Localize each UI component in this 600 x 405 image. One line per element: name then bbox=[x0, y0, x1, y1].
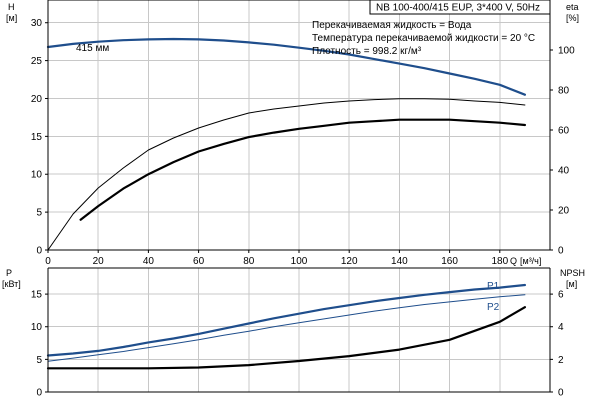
top-right-axis-unit: [%] bbox=[566, 13, 579, 23]
info-line-liquid: Перекачиваемая жидкость = Вода bbox=[312, 20, 472, 31]
left-tick-label: 25 bbox=[31, 56, 43, 67]
x-tick-label: 180 bbox=[491, 256, 508, 267]
bottom-right-axis-label: NPSH bbox=[560, 268, 585, 278]
info-line-density: Плотность = 998.2 кг/м³ bbox=[312, 46, 422, 57]
right-tick-label: 60 bbox=[558, 126, 570, 137]
x-tick-label: 40 bbox=[143, 256, 155, 267]
curve-panel1-series2 bbox=[47, 98, 526, 251]
title-box bbox=[369, 0, 551, 15]
left-tick-label: 10 bbox=[31, 322, 43, 333]
chart-title: NB 100-400/415 EUP, 3*400 V, 50Hz bbox=[376, 3, 540, 14]
right-tick-label: 4 bbox=[558, 322, 564, 333]
bottom-left-axis-unit: [кВт] bbox=[2, 279, 21, 289]
top-left-axis-label: H bbox=[8, 2, 15, 12]
curve-panel2-series3 bbox=[46, 306, 526, 370]
x-tick-label: 100 bbox=[291, 256, 308, 267]
series-label-p2: P2 bbox=[487, 302, 500, 313]
left-tick-label: 5 bbox=[36, 208, 42, 219]
x-tick-label: 20 bbox=[93, 256, 105, 267]
left-tick-label: 30 bbox=[31, 18, 43, 29]
left-tick-label: 15 bbox=[31, 290, 43, 301]
right-tick-label: 2 bbox=[558, 355, 564, 366]
x-tick-label: 160 bbox=[441, 256, 458, 267]
left-tick-label: 15 bbox=[31, 132, 43, 143]
right-tick-label: 80 bbox=[558, 86, 570, 97]
x-tick-label: 80 bbox=[243, 256, 255, 267]
top-right-axis-label: eta bbox=[566, 2, 579, 12]
bottom-right-axis-unit: [м] bbox=[566, 279, 577, 289]
curve-panel1-series3 bbox=[79, 118, 526, 221]
left-tick-label: 10 bbox=[31, 170, 43, 181]
x-tick-label: 0 bbox=[45, 256, 51, 267]
right-tick-label: 20 bbox=[558, 206, 570, 217]
x-axis-unit: [м³/ч] bbox=[520, 256, 541, 266]
right-tick-label: 40 bbox=[558, 166, 570, 177]
info-line-temperature: Температура перекачиваемой жидкости = 20… bbox=[312, 33, 535, 44]
right-tick-label: 0 bbox=[558, 388, 564, 399]
x-tick-label: 140 bbox=[391, 256, 408, 267]
left-tick-label: 0 bbox=[36, 246, 42, 257]
top-left-axis-unit: [м] bbox=[6, 13, 17, 23]
series-layer bbox=[46, 37, 526, 370]
series-label-p1: P1 bbox=[487, 281, 500, 292]
right-tick-label: 0 bbox=[558, 246, 564, 257]
x-tick-label: 120 bbox=[341, 256, 358, 267]
left-tick-label: 0 bbox=[36, 388, 42, 399]
curve-annotation-415: 415 мм bbox=[76, 43, 109, 54]
right-tick-label: 6 bbox=[558, 290, 564, 301]
grid-layer bbox=[48, 0, 550, 392]
curve-panel1-series1 bbox=[46, 37, 526, 96]
curve-p2 bbox=[47, 294, 526, 362]
right-tick-label: 100 bbox=[558, 46, 575, 57]
x-tick-label: 60 bbox=[193, 256, 205, 267]
bottom-left-axis-label: P bbox=[6, 268, 12, 278]
x-axis-label: Q bbox=[510, 256, 517, 266]
left-tick-label: 20 bbox=[31, 94, 43, 105]
curve-p1 bbox=[46, 283, 526, 357]
left-tick-label: 5 bbox=[36, 355, 42, 366]
